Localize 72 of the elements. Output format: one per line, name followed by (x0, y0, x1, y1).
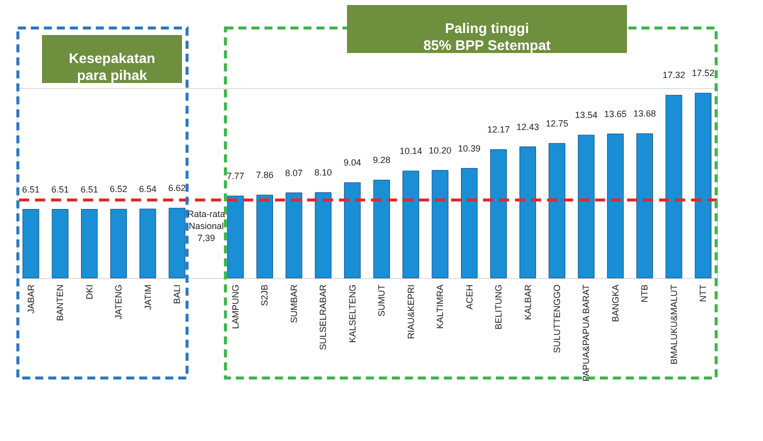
bar (666, 94, 682, 278)
ref-line-label: Rata-rata Nasional 7,39 (187, 208, 226, 243)
data-label: 12.75 (546, 118, 568, 128)
bar (694, 92, 712, 278)
data-label: 17.32 (662, 70, 686, 80)
x-tick-label: ACEH (464, 284, 474, 310)
x-tick-label: SUMUT (376, 284, 387, 316)
x-tick-label: SUMBAR (288, 284, 299, 324)
data-label: 6.54 (139, 184, 157, 194)
data-label: 6.52 (110, 184, 128, 194)
x-tick-label: KALSELTENG (347, 284, 358, 343)
x-tick-label: PAPUA&PAPUA BARAT (581, 284, 592, 382)
data-label: 6.51 (80, 184, 98, 194)
bar (373, 180, 390, 278)
data-label: 8.07 (285, 168, 303, 178)
bar (519, 146, 536, 278)
x-tick-label: JATIM (142, 284, 153, 310)
bar (636, 133, 653, 278)
bar (490, 149, 507, 278)
x-tick-label: BANTEN (55, 284, 66, 322)
data-label: 6.62 (168, 183, 186, 194)
data-label: 10.14 (400, 146, 422, 156)
text: Kesepakatan para pihak (68, 50, 156, 83)
x-tick-label: BELITUNG (494, 284, 504, 330)
bar (22, 209, 40, 278)
x-tick-label: NTT (698, 284, 708, 302)
bar (314, 192, 332, 278)
x-tick-label: JABAR (26, 284, 36, 314)
bar (344, 182, 361, 278)
x-tick-label: S2JB (260, 284, 270, 306)
data-label: 12.43 (516, 122, 540, 132)
bar (578, 134, 594, 278)
bar (81, 209, 98, 278)
data-label: 6.51 (51, 184, 69, 194)
x-tick-label: RIAU&KEPRI (406, 284, 416, 340)
x-tick-label: SULUTTENGGO (552, 284, 562, 354)
data-label: 9.04 (344, 158, 362, 168)
bar (227, 196, 244, 278)
x-tick-label: BMALUKU&MALUT (668, 284, 679, 365)
bar (256, 194, 273, 278)
data-label: 13.65 (604, 108, 627, 119)
data-label: 17.52 (692, 68, 714, 78)
bar (432, 170, 448, 278)
bar (461, 168, 478, 278)
bar (168, 208, 186, 278)
data-label: 10.39 (458, 143, 481, 154)
bar (110, 208, 127, 278)
bar (52, 209, 68, 278)
data-label: 12.17 (487, 124, 510, 135)
x-tick-label: LAMPUNG (230, 284, 240, 330)
data-label: 13.54 (574, 110, 598, 120)
data-label: 13.68 (633, 108, 656, 119)
data-label: 7.77 (226, 170, 244, 181)
x-tick-label: BALI (172, 284, 182, 304)
x-tick-label: JATENG (114, 284, 124, 320)
x-tick-label: KALBAR (522, 284, 533, 320)
bar (548, 143, 566, 278)
x-tick-label: KALTIMRA (435, 284, 446, 329)
bar (140, 208, 156, 278)
x-tick-label: DKI (84, 284, 94, 300)
data-label: 10.20 (428, 145, 452, 156)
x-tick-label: BANGKA (610, 284, 620, 322)
x-tick-label: NTB (640, 284, 650, 302)
x-tick-label: SULSELRABAR (318, 284, 328, 350)
text: Paling tinggi 85% BPP Setempat (423, 20, 552, 53)
data-label: 8.10 (314, 168, 332, 178)
data-label: 9.28 (372, 155, 390, 166)
data-label: 6.51 (22, 184, 40, 194)
bar (402, 170, 420, 278)
data-label: 7.86 (256, 170, 274, 180)
bar (607, 134, 624, 278)
bar (286, 192, 302, 278)
